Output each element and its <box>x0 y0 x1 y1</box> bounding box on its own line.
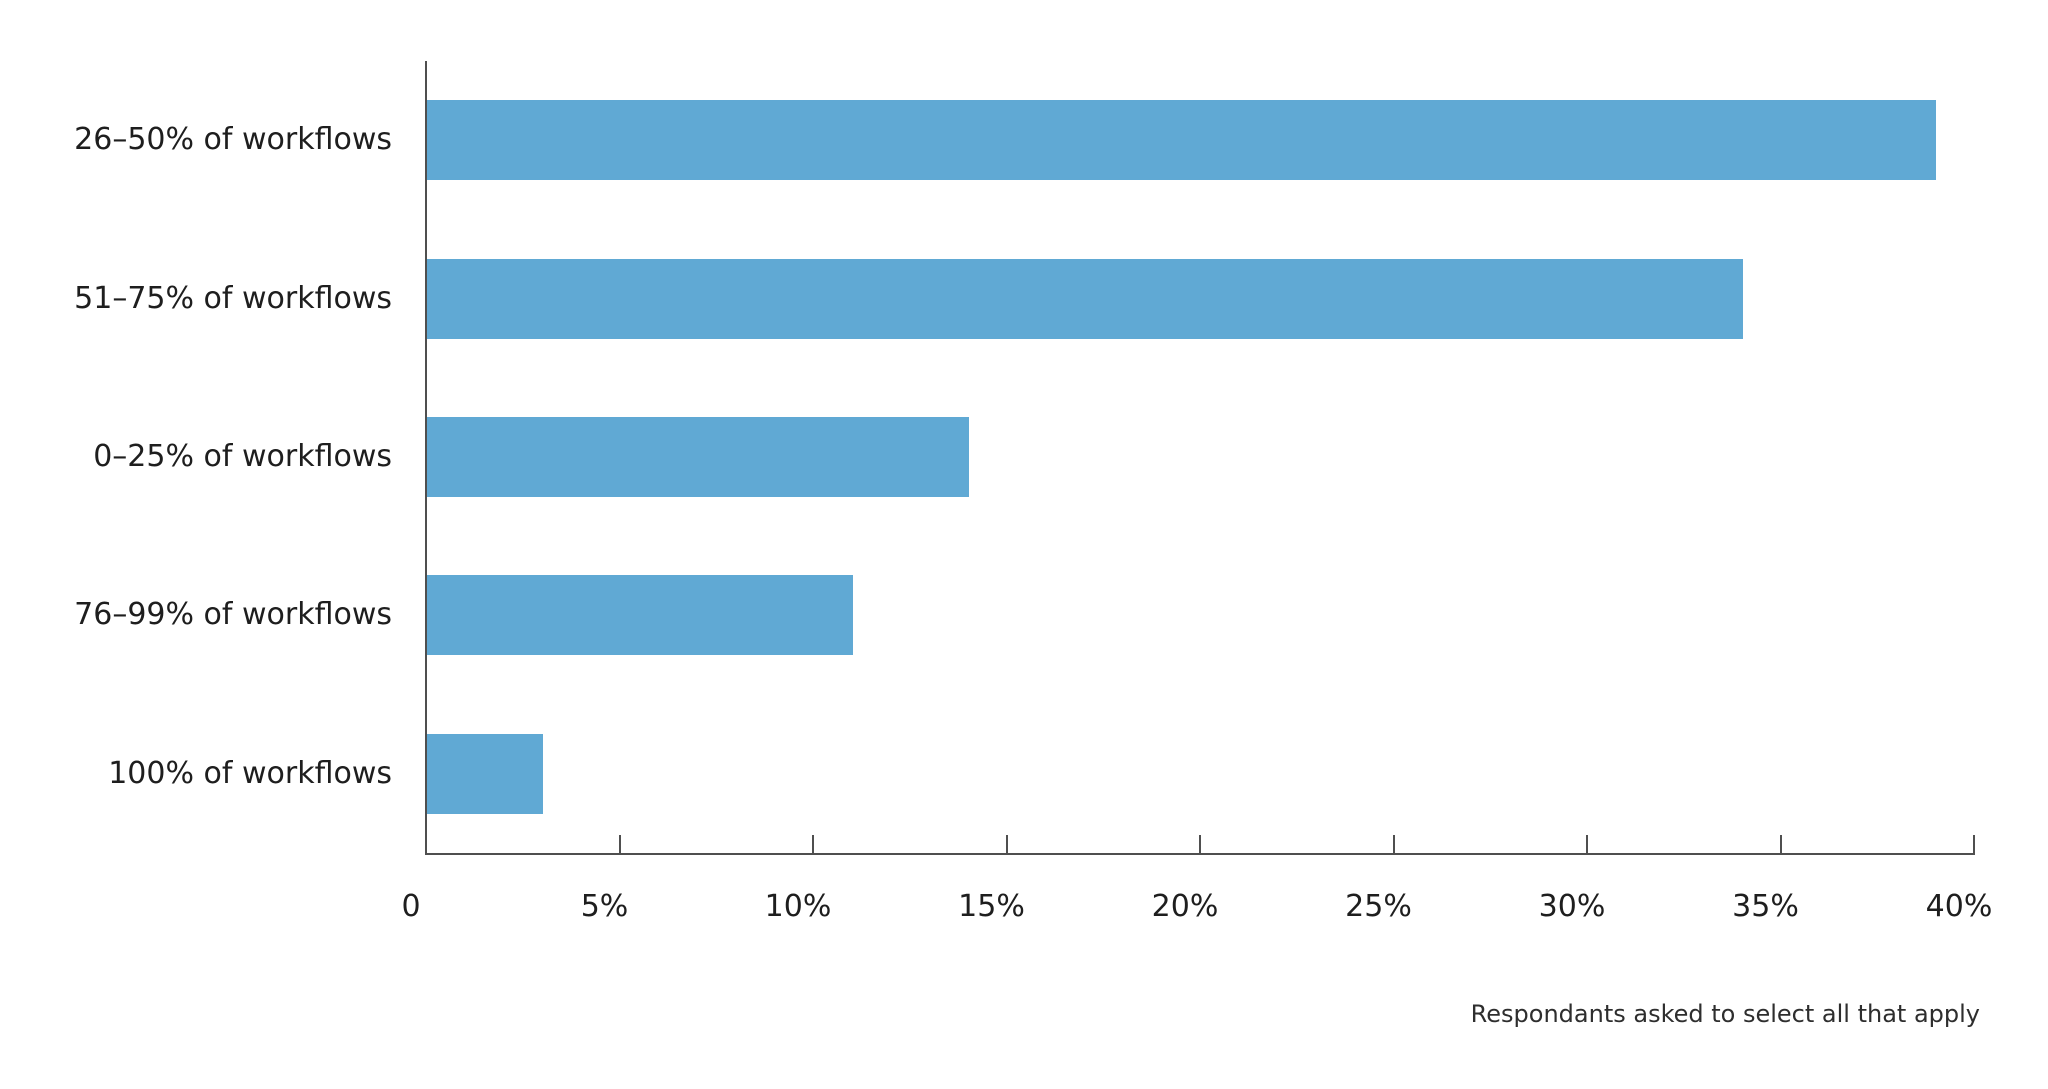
x-axis-tick <box>618 835 621 853</box>
category-label: 76–99% of workflows <box>74 597 392 633</box>
x-axis-tick-label: 20% <box>1151 889 1219 924</box>
x-axis-tick <box>1392 835 1395 853</box>
x-axis-tick <box>812 835 814 853</box>
x-axis-tick-label: 40% <box>1925 889 1993 924</box>
x-axis-tick <box>1005 835 1008 853</box>
x-axis-tick-label: 35% <box>1732 889 1799 924</box>
bar-1 <box>427 258 1743 339</box>
x-axis-tick-label: 15% <box>958 889 1025 924</box>
x-axis-line <box>425 853 1975 855</box>
y-axis-line <box>425 61 427 855</box>
x-axis-tick <box>1779 835 1782 853</box>
x-axis-tick-label: 10% <box>764 889 832 924</box>
bar-0 <box>427 100 1936 181</box>
category-label: 51–75% of workflows <box>74 280 392 316</box>
x-axis-tick-label: 25% <box>1345 889 1412 924</box>
bar-2 <box>427 417 969 497</box>
bar-3 <box>427 575 853 656</box>
chart-footnote: Respondants asked to select all that app… <box>1470 1000 1980 1028</box>
category-label: 100% of workflows <box>108 755 392 791</box>
category-label: 26–50% of workflows <box>74 122 392 158</box>
x-axis-tick-label: 0 <box>401 889 421 924</box>
x-axis-tick <box>1973 835 1975 853</box>
bar-4 <box>427 733 543 814</box>
x-axis-tick-label: 5% <box>580 889 629 924</box>
x-axis-tick-label: 30% <box>1538 889 1606 924</box>
x-axis-tick <box>1586 835 1588 853</box>
category-label: 0–25% of workflows <box>93 439 392 474</box>
x-axis-tick <box>1199 835 1201 853</box>
